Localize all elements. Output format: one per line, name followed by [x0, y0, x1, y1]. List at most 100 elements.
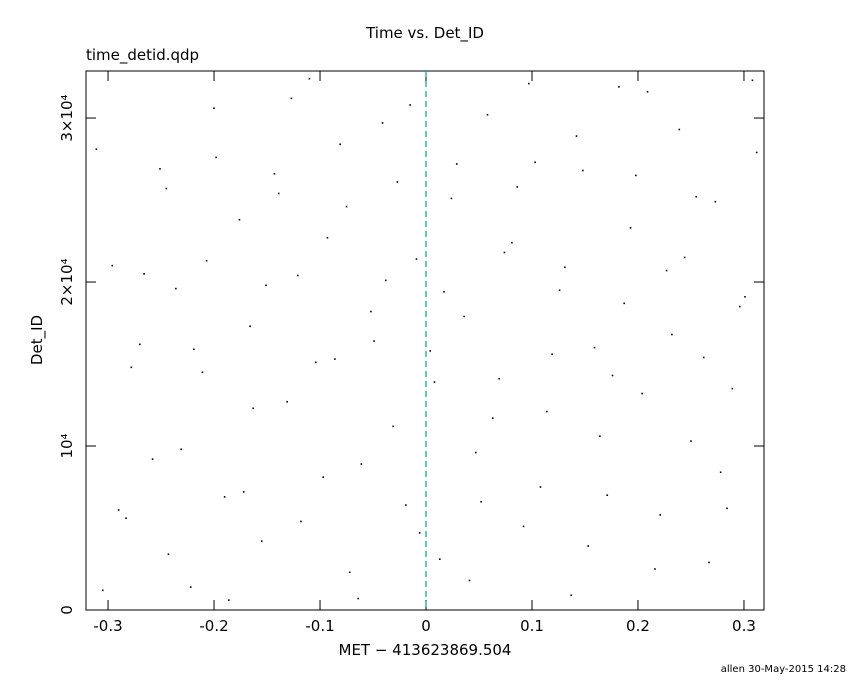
- point: [357, 597, 359, 600]
- point: [143, 273, 145, 275]
- point: [348, 571, 351, 574]
- point: [455, 163, 458, 165]
- point: [486, 113, 489, 116]
- point: [599, 435, 601, 437]
- point: [415, 258, 418, 260]
- point: [751, 79, 754, 82]
- y-tick-label: 2×10⁴: [58, 258, 76, 305]
- point: [314, 361, 317, 364]
- point: [334, 358, 336, 360]
- point: [646, 90, 649, 93]
- point: [300, 520, 302, 523]
- point: [690, 440, 692, 442]
- point: [468, 579, 471, 582]
- point: [582, 169, 584, 172]
- point: [659, 514, 662, 516]
- x-tick-label: 0.2: [626, 617, 650, 635]
- point: [744, 295, 746, 298]
- point: [373, 340, 375, 342]
- point: [117, 509, 120, 511]
- point: [249, 325, 251, 328]
- point: [683, 256, 686, 259]
- point: [260, 540, 263, 542]
- point: [165, 187, 168, 190]
- x-tick-label: -0.3: [93, 617, 122, 635]
- chart-title: Time vs. Det_ID: [365, 24, 484, 43]
- point: [593, 346, 596, 349]
- point: [629, 227, 632, 229]
- point: [528, 82, 530, 85]
- point: [308, 77, 311, 80]
- x-tick-label: 0: [421, 617, 431, 635]
- point: [370, 310, 372, 313]
- point: [175, 287, 177, 290]
- point: [503, 251, 506, 254]
- point: [695, 195, 698, 198]
- point: [101, 589, 104, 592]
- point: [418, 532, 421, 534]
- y-tick-label: 10⁴: [58, 433, 76, 458]
- point: [654, 568, 656, 570]
- point: [322, 476, 324, 478]
- point: [223, 496, 226, 498]
- point: [671, 333, 673, 336]
- chart-subtitle: time_detid.qdp: [86, 46, 199, 65]
- point: [438, 558, 441, 560]
- point: [755, 151, 758, 154]
- point: [409, 104, 411, 106]
- point: [511, 241, 513, 244]
- x-tick-label: -0.1: [305, 617, 334, 635]
- point: [326, 236, 329, 239]
- point: [551, 353, 553, 355]
- y-tick-label: 0: [58, 605, 76, 615]
- point: [286, 400, 288, 403]
- point: [606, 494, 609, 497]
- point: [213, 107, 215, 109]
- point: [719, 471, 722, 474]
- point: [139, 343, 141, 346]
- point: [111, 264, 114, 267]
- point: [570, 594, 573, 597]
- point: [167, 553, 170, 556]
- point: [296, 274, 299, 277]
- point: [708, 561, 710, 564]
- point: [273, 172, 276, 175]
- point: [228, 599, 230, 601]
- point: [714, 200, 717, 203]
- point: [252, 407, 255, 410]
- point: [265, 284, 267, 287]
- point: [189, 586, 192, 588]
- point: [290, 97, 293, 100]
- point: [635, 174, 637, 177]
- point: [618, 86, 620, 88]
- x-axis-label: MET − 413623869.504: [339, 641, 512, 659]
- point: [433, 381, 436, 383]
- y-axis-label: Det_ID: [28, 315, 47, 365]
- point: [623, 302, 626, 305]
- point: [205, 259, 208, 262]
- point: [564, 266, 566, 269]
- point: [558, 289, 561, 292]
- point: [381, 122, 384, 124]
- point: [443, 291, 445, 293]
- plot-frame: [85, 70, 765, 611]
- point: [726, 507, 728, 510]
- point: [339, 143, 341, 146]
- point: [95, 148, 98, 150]
- point: [180, 448, 182, 451]
- point: [193, 348, 195, 351]
- point: [546, 410, 548, 413]
- x-tick-label: 0.3: [732, 617, 756, 635]
- point: [463, 315, 465, 318]
- point: [405, 504, 407, 506]
- point: [480, 500, 482, 503]
- point: [238, 218, 241, 221]
- x-tick-label: 0.1: [520, 617, 544, 635]
- point: [587, 545, 589, 547]
- point: [665, 269, 668, 272]
- point: [345, 205, 348, 208]
- point: [392, 425, 394, 428]
- point: [201, 371, 204, 374]
- point: [575, 135, 578, 137]
- point: [215, 156, 217, 159]
